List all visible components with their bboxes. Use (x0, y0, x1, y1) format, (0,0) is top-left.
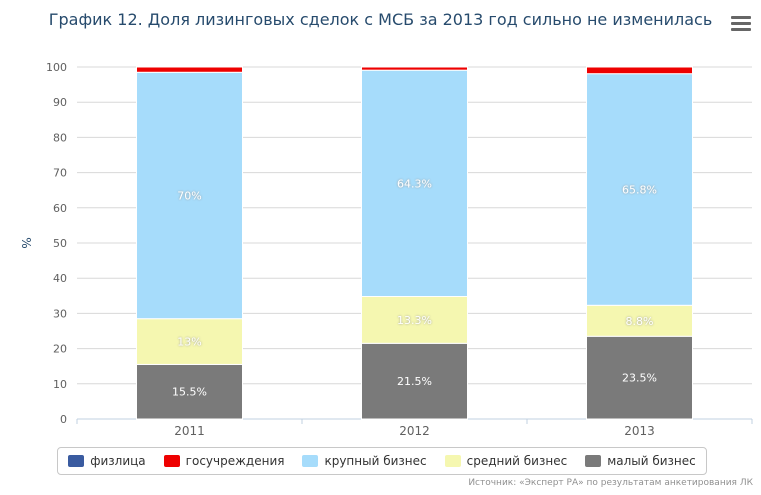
legend-label: физлица (90, 454, 146, 468)
bar-segment[interactable] (136, 71, 243, 320)
data-label: 70% (177, 189, 201, 202)
data-label: 13% (177, 336, 201, 349)
legend-item[interactable]: средний бизнес (444, 454, 568, 468)
y-tick-label: 30 (53, 307, 67, 320)
legend-swatch (444, 455, 461, 467)
bar-segment[interactable] (136, 66, 243, 73)
bar-segment[interactable] (361, 66, 468, 71)
chart-title: График 12. Доля лизинговых сделок с МСБ … (48, 10, 713, 29)
legend-item[interactable]: физлица (68, 454, 146, 468)
data-label: 15.5% (172, 386, 207, 399)
menu-icon[interactable] (731, 16, 751, 34)
y-tick-label: 50 (53, 237, 67, 250)
legend-item[interactable]: госучреждения (163, 454, 285, 468)
y-tick-label: 90 (53, 96, 67, 109)
legend: физлица госучреждения крупный бизнес средни… (57, 447, 707, 475)
bar-segment[interactable] (586, 335, 693, 420)
legend-item[interactable]: малый бизнес (585, 454, 696, 468)
data-label: 64.3% (397, 177, 432, 190)
y-tick-label: 80 (53, 131, 67, 144)
legend-label: средний бизнес (466, 454, 568, 468)
x-tick-label: 2013 (624, 424, 655, 438)
data-label: 13.3% (397, 314, 432, 327)
bar-segment[interactable] (586, 304, 693, 337)
legend-swatch (585, 455, 602, 467)
legend-swatch (163, 455, 180, 467)
y-tick-label: 40 (53, 272, 67, 285)
legend-item[interactable]: крупный бизнес (302, 454, 427, 468)
y-tick-label: 70 (53, 167, 67, 180)
data-label: 65.8% (622, 183, 657, 196)
y-tick-label: 60 (53, 202, 67, 215)
legend-swatch (68, 455, 85, 467)
y-tick-label: 10 (53, 378, 67, 391)
credit-text: Источник: «Эксперт РА» по результатам ан… (468, 478, 753, 488)
legend-label: крупный бизнес (324, 454, 427, 468)
y-axis-label: % (19, 237, 33, 248)
y-tick-label: 20 (53, 343, 67, 356)
data-label: 23.5% (622, 372, 657, 385)
data-label: 21.5% (397, 375, 432, 388)
bar-segment[interactable] (136, 363, 243, 420)
bar-segment[interactable] (586, 66, 693, 75)
y-tick-label: 100 (46, 61, 67, 74)
data-label: 8.8% (626, 315, 654, 328)
bar-segment[interactable] (361, 342, 468, 420)
bar-segment[interactable] (361, 296, 468, 344)
legend-label: малый бизнес (607, 454, 696, 468)
legend-swatch (302, 455, 319, 467)
x-tick-label: 2012 (399, 424, 430, 438)
legend-label: госучреждения (185, 454, 285, 468)
x-tick-label: 2011 (174, 424, 205, 438)
y-tick-label: 0 (60, 413, 67, 426)
bar-segment[interactable] (586, 73, 693, 306)
bar-segment[interactable] (361, 69, 468, 298)
